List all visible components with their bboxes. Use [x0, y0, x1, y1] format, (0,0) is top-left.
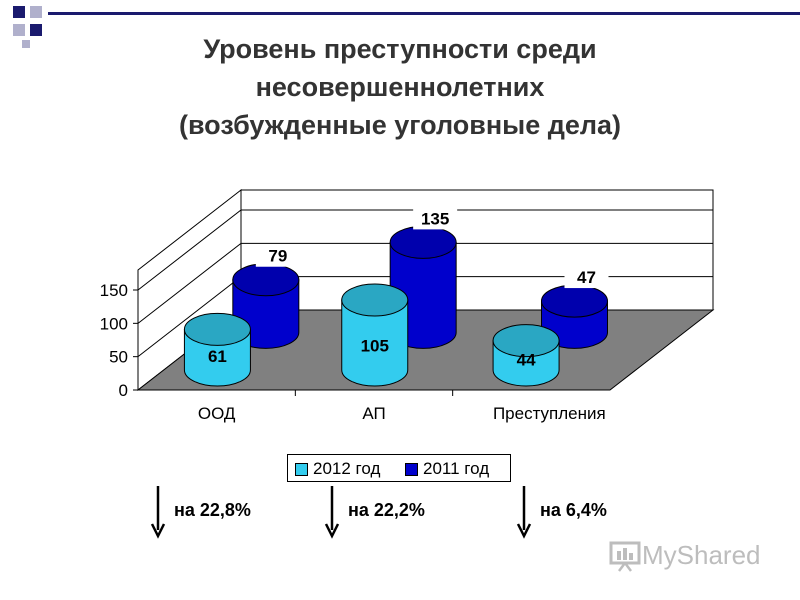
bar-cylinder-top: [492, 324, 560, 358]
data-label-2011-2: 47: [577, 268, 596, 287]
data-label-2012-0: 61: [208, 347, 227, 366]
bar-cylinder-body: [341, 299, 409, 387]
data-label-bg: [255, 244, 300, 267]
gridline: [137, 209, 713, 291]
title-line-2: несовершеннолетних: [255, 72, 545, 102]
y-tick-label: 50: [109, 348, 128, 367]
data-label-bg: [564, 266, 609, 289]
corner-square-4: [30, 24, 42, 36]
chart-legend: 2012 год 2011 год: [287, 454, 511, 482]
corner-square-2: [30, 6, 42, 18]
gridline: [137, 242, 713, 324]
down-arrow-icon: [516, 486, 532, 539]
legend-item-2011: 2011 год: [405, 459, 490, 478]
title-line-1: Уровень преступности среди: [203, 34, 597, 64]
presentation-board-icon: [609, 541, 641, 572]
corner-square-1: [13, 6, 25, 18]
change-crimes: на 6,4%: [516, 484, 607, 540]
corner-square-5: [22, 40, 30, 48]
change-ood: на 22,8%: [150, 484, 251, 540]
bar-cylinder-top: [389, 225, 457, 259]
title-line-3: (возбужденные уголовные дела): [178, 110, 622, 140]
data-label-2011-1: 135: [421, 209, 449, 228]
x-category-label: Преступления: [493, 404, 606, 423]
change-text-ap: на 22,2%: [348, 500, 425, 520]
down-arrow-icon: [150, 486, 166, 539]
bar-cylinder-top: [540, 284, 608, 318]
bar-cylinder-top: [183, 312, 251, 346]
bar-cylinder-top: [232, 263, 300, 297]
legend-item-2012: 2012 год: [295, 459, 381, 478]
x-category-label: АП: [362, 404, 385, 423]
y-tick-label: 0: [119, 381, 128, 400]
data-label-bg: [413, 207, 458, 230]
legend-swatch-2012: [295, 462, 308, 476]
watermark-text: MyShared: [642, 539, 761, 570]
slide-title: Уровень преступности среди несовершеннол…: [60, 30, 740, 144]
data-label-2012-2: 44: [517, 351, 536, 370]
header-rule: [48, 12, 800, 15]
change-text-crimes: на 6,4%: [540, 500, 607, 520]
back-wall: [240, 189, 714, 311]
data-label-2011-0: 79: [268, 247, 287, 266]
legend-label-2012: 2012 год: [313, 459, 381, 478]
x-category-label: ООД: [198, 404, 236, 423]
legend-swatch-2011: [405, 462, 418, 476]
watermark: MyShared: [608, 538, 761, 572]
legend-label-2011: 2011 год: [423, 459, 490, 478]
bar-cylinder-top: [341, 283, 409, 317]
y-tick-label: 100: [100, 314, 128, 333]
change-text-ood: на 22,8%: [174, 500, 251, 520]
change-ap: на 22,2%: [324, 484, 425, 540]
down-arrow-icon: [324, 486, 340, 539]
data-label-2012-1: 105: [361, 337, 389, 356]
y-tick-label: 150: [100, 281, 128, 300]
corner-square-3: [13, 24, 25, 36]
